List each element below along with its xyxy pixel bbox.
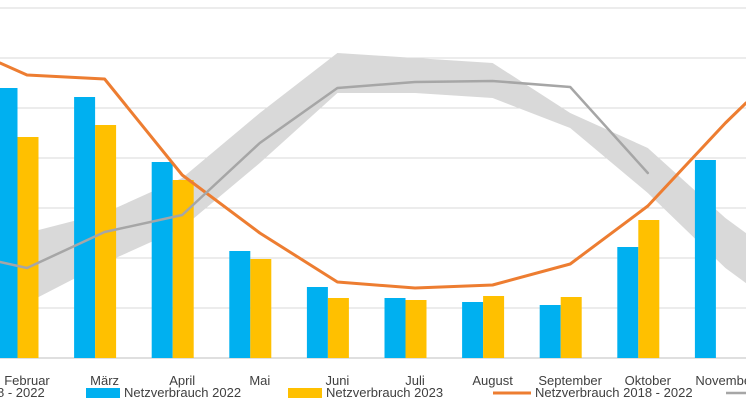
bar-2022-märz (74, 97, 96, 358)
x-tick-label: Oktober (625, 373, 672, 388)
x-tick-label: September (538, 373, 602, 388)
line-series (0, 61, 746, 290)
legend: 8 - 2022 Netzverbrauch 2022 Netzverbrauch … (0, 385, 746, 400)
bar-2023-september (560, 297, 582, 358)
x-tick-label: November (695, 373, 746, 388)
bar-2022-november (694, 160, 716, 358)
bar-2023-oktober (638, 220, 660, 358)
x-axis-labels: Februar März April Mai Juni Juli August Septemb… (4, 373, 746, 388)
legend-label: Netzverbrauch 2018 - 2022 (535, 385, 693, 400)
line-grey-series (0, 79, 650, 270)
x-tick-label: Juni (325, 373, 349, 388)
legend-label: Netzverbrauch 2023 (326, 385, 443, 400)
bar-2022-september (539, 305, 561, 358)
legend-label-partial: 8 - 2022 (0, 385, 45, 400)
bar-2022-februar (0, 88, 18, 358)
x-tick-label: Juli (405, 373, 425, 388)
x-tick-label: März (90, 373, 119, 388)
x-tick-label: Februar (4, 373, 50, 388)
bar-2023-mai (250, 259, 272, 358)
bar-2022-oktober (617, 247, 639, 358)
bar-2023-februar (17, 137, 39, 358)
range-band (0, 53, 746, 311)
bar-2023-märz (95, 125, 117, 358)
bar-2022-juli (384, 298, 406, 358)
x-tick-label: Mai (249, 373, 270, 388)
bar-series (0, 88, 716, 358)
legend-swatch (288, 388, 322, 398)
bar-2022-august (462, 302, 484, 358)
range-band-area (0, 53, 746, 311)
bar-2023-april (172, 180, 194, 358)
bar-2023-juni (327, 298, 349, 358)
bar-2022-juni (306, 287, 328, 358)
bar-2022-april (151, 162, 173, 358)
line-netzverbrauch-2018-2022 (0, 61, 746, 290)
x-tick-label: April (169, 373, 195, 388)
bar-2023-juli (405, 300, 427, 358)
bar-2022-mai (229, 251, 251, 358)
legend-label: Netzverbrauch 2022 (124, 385, 241, 400)
bar-2023-august (483, 296, 505, 358)
x-tick-label: August (472, 373, 513, 388)
legend-swatch (86, 388, 120, 398)
